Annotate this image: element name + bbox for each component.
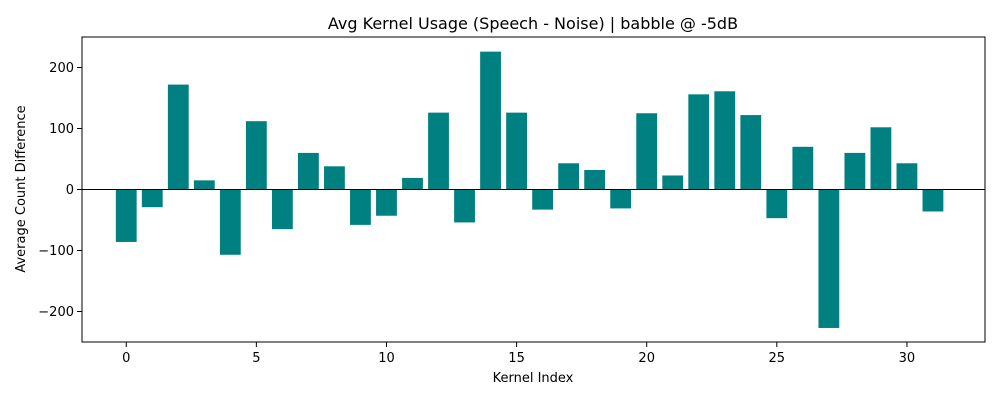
- x-tick-label: 5: [252, 351, 260, 366]
- y-axis-label: Average Count Difference: [14, 105, 29, 272]
- bar-kernel-24: [740, 115, 762, 190]
- bar-kernel-7: [297, 152, 319, 190]
- x-tick-label: 15: [508, 351, 525, 366]
- y-tick-label: 0: [66, 183, 74, 198]
- bar-kernel-12: [428, 112, 449, 190]
- bar-kernel-8: [324, 166, 345, 190]
- bar-kernel-17: [558, 163, 580, 190]
- bar-kernel-26: [792, 146, 814, 190]
- bar-kernel-27: [818, 189, 840, 328]
- bar-kernel-28: [844, 152, 866, 190]
- x-tick-label: 10: [378, 351, 395, 366]
- x-tick-label: 30: [899, 351, 916, 366]
- bar-kernel-1: [141, 189, 163, 208]
- chart-title: Avg Kernel Usage (Speech - Noise) | babb…: [328, 14, 738, 33]
- bar-kernel-31: [922, 189, 944, 212]
- y-tick-label: −100: [38, 244, 74, 259]
- bar-kernel-20: [636, 113, 658, 190]
- x-tick-label: 20: [638, 351, 655, 366]
- bar-kernel-18: [584, 169, 606, 190]
- bar-kernel-30: [896, 163, 918, 190]
- bar-kernel-11: [402, 177, 423, 190]
- bar-kernel-0: [115, 189, 137, 242]
- bar-kernel-15: [506, 112, 527, 190]
- bar-kernel-3: [193, 180, 215, 190]
- y-tick-label: −200: [38, 305, 74, 320]
- x-tick-label: 25: [769, 351, 786, 366]
- y-tick-label: 100: [49, 122, 74, 137]
- bar-kernel-21: [662, 175, 684, 190]
- bars-group: [115, 51, 944, 328]
- x-axis-label: Kernel Index: [493, 371, 574, 386]
- bar-kernel-25: [766, 189, 788, 219]
- bar-kernel-4: [219, 189, 241, 255]
- y-axis-ticks: −200 −100 0 100 200: [38, 61, 82, 320]
- bar-kernel-2: [167, 84, 189, 190]
- bar-kernel-13: [454, 189, 475, 223]
- y-tick-label: 200: [49, 61, 74, 76]
- x-tick-label: 0: [122, 351, 130, 366]
- bar-kernel-9: [350, 189, 371, 225]
- bar-kernel-23: [714, 91, 736, 190]
- bar-kernel-16: [532, 189, 554, 210]
- bar-kernel-14: [480, 51, 501, 190]
- bar-kernel-10: [376, 189, 397, 216]
- bar-kernel-19: [610, 189, 632, 209]
- bar-kernel-29: [870, 127, 892, 190]
- x-axis-ticks: 0 5 10 15 20 25 30: [122, 342, 915, 366]
- bar-kernel-6: [271, 189, 293, 230]
- bar-kernel-22: [688, 94, 710, 190]
- bar-kernel-5: [245, 121, 267, 190]
